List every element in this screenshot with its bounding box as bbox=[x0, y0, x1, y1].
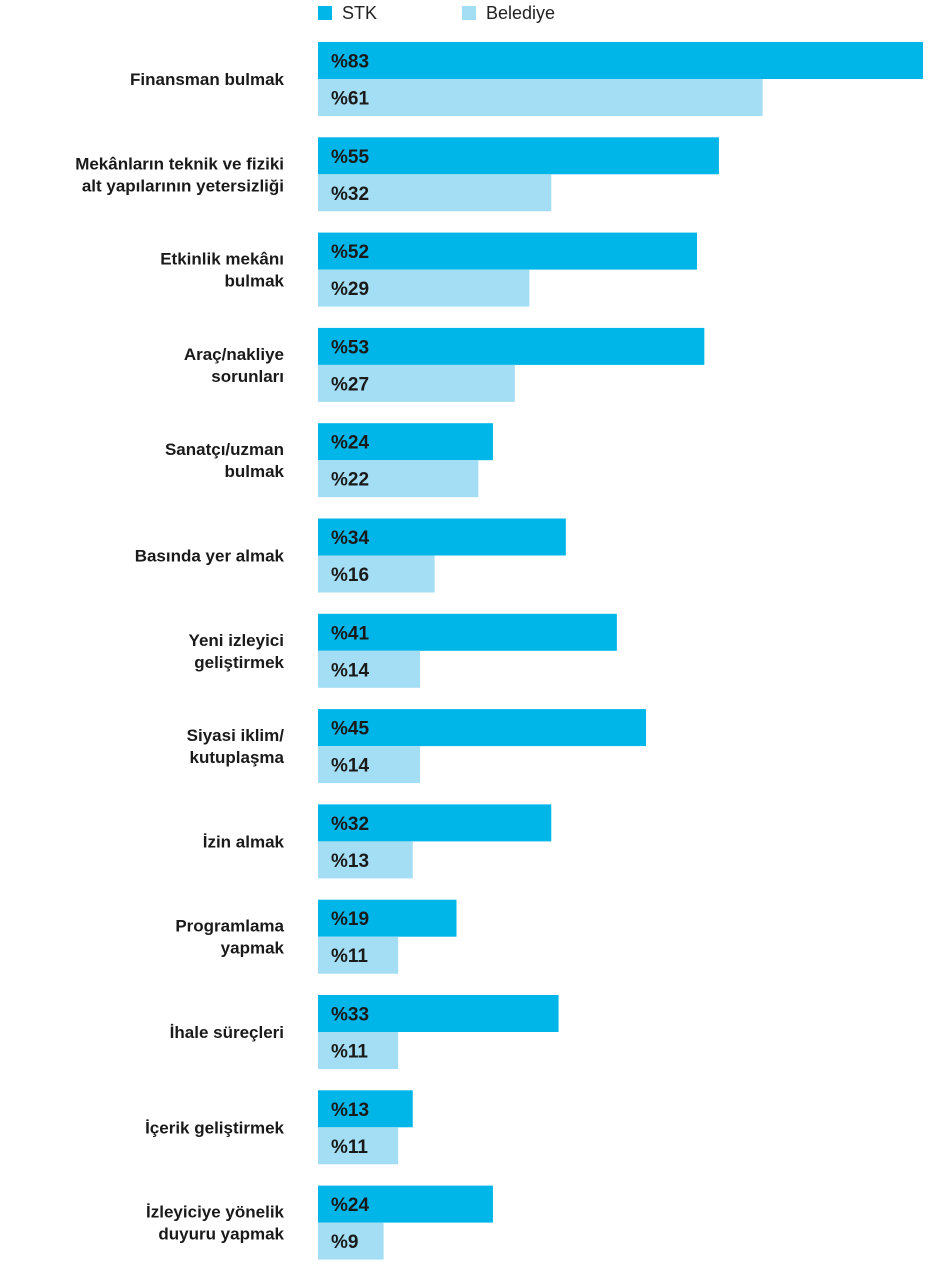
bar-value-label: %16 bbox=[331, 565, 369, 586]
bar-stk bbox=[318, 995, 559, 1032]
category-label: Finansman bulmak bbox=[130, 70, 285, 89]
bar-value-label: %53 bbox=[331, 337, 369, 358]
bar-belediye bbox=[318, 174, 552, 212]
bar-value-label: %13 bbox=[331, 1100, 369, 1121]
category-label: kutuplaşma bbox=[190, 748, 285, 767]
bar-stk bbox=[318, 42, 923, 79]
bar-stk bbox=[318, 709, 647, 747]
bar-value-label: %9 bbox=[331, 1232, 358, 1253]
bar-value-label: %33 bbox=[331, 1005, 369, 1026]
legend-label-belediye: Belediye bbox=[486, 3, 555, 23]
bar-value-label: %61 bbox=[331, 89, 369, 110]
bar-belediye bbox=[318, 555, 435, 593]
bar-value-label: %13 bbox=[331, 851, 369, 872]
category-label: Programlama bbox=[175, 917, 284, 936]
legend: STK Belediye bbox=[318, 3, 555, 23]
category-label: bulmak bbox=[224, 272, 284, 291]
category-label: İçerik geliştirmek bbox=[145, 1118, 284, 1137]
category-label: duyuru yapmak bbox=[158, 1225, 284, 1244]
bar-belediye bbox=[318, 1222, 384, 1260]
bar-belediye bbox=[318, 460, 479, 498]
bar-belediye bbox=[318, 79, 763, 116]
bar-group: %32 %13 İzin almak bbox=[203, 804, 552, 879]
category-label: Siyasi iklim/ bbox=[187, 726, 285, 745]
bar-value-label: %55 bbox=[331, 147, 369, 168]
bar-value-label: %14 bbox=[331, 660, 369, 681]
bar-value-label: %19 bbox=[331, 909, 369, 930]
bar-stk bbox=[318, 232, 698, 270]
category-label: geliştirmek bbox=[194, 653, 284, 672]
bar-belediye bbox=[318, 269, 530, 307]
bar-group: %52 %29 Etkinlik mekânı bulmak bbox=[160, 232, 698, 307]
category-label: alt yapılarının yetersizliği bbox=[82, 176, 284, 195]
bar-group: %83 %61 Finansman bulmak bbox=[130, 42, 923, 116]
category-label: İhale süreçleri bbox=[170, 1023, 284, 1042]
bar-group: %24 %22 Sanatçı/uzman bulmak bbox=[165, 423, 493, 498]
bar-value-label: %29 bbox=[331, 279, 369, 300]
bar-belediye bbox=[318, 936, 399, 974]
category-label: yapmak bbox=[221, 939, 285, 958]
category-label: İzin almak bbox=[203, 832, 285, 851]
bar-group: %33 %11 İhale süreçleri bbox=[170, 995, 559, 1069]
bar-belediye bbox=[318, 364, 515, 402]
bar-group: %34 %16 Basında yer almak bbox=[135, 518, 566, 593]
bar-stk bbox=[318, 899, 457, 937]
category-label: Sanatçı/uzman bbox=[165, 440, 284, 459]
bar-group: %41 %14 Yeni izleyici geliştirmek bbox=[189, 613, 617, 688]
category-label: Etkinlik mekânı bbox=[160, 250, 284, 269]
bar-value-label: %14 bbox=[331, 756, 369, 777]
bar-group: %55 %32 Mekânların teknik ve fiziki alt yap… bbox=[75, 137, 719, 212]
bar-group: %45 %14 Siyasi iklim/kutuplaşma bbox=[187, 709, 647, 784]
legend-label-stk: STK bbox=[342, 3, 377, 23]
bar-value-label: %11 bbox=[331, 1042, 368, 1063]
bar-value-label: %24 bbox=[331, 1195, 369, 1216]
bar-value-label: %45 bbox=[331, 719, 369, 740]
bar-stk bbox=[318, 613, 617, 651]
bar-group: %19 %11 Programlama yapmak bbox=[175, 899, 457, 974]
category-label: Yeni izleyici bbox=[189, 631, 284, 650]
bar-belediye bbox=[318, 1127, 399, 1165]
bar-belediye bbox=[318, 650, 421, 688]
legend-swatch-belediye bbox=[462, 6, 476, 20]
bar-value-label: %11 bbox=[331, 1137, 368, 1158]
bar-value-label: %32 bbox=[331, 814, 369, 835]
bar-belediye bbox=[318, 1032, 399, 1069]
category-label: İzleyiciye yönelik bbox=[146, 1203, 285, 1222]
bar-value-label: %24 bbox=[331, 433, 369, 454]
bar-value-label: %83 bbox=[331, 52, 369, 73]
category-label: Mekânların teknik ve fiziki bbox=[75, 154, 284, 173]
bar-stk bbox=[318, 1185, 493, 1223]
bar-stk bbox=[318, 518, 566, 556]
bar-value-label: %41 bbox=[331, 623, 369, 644]
bar-value-label: %34 bbox=[331, 528, 369, 549]
plot-area: %83 %61 Finansman bulmak %55 %32 Mekânların t… bbox=[75, 42, 923, 1260]
bar-group: %24 %9 İzleyiciye yönelik duyuru yapmak bbox=[146, 1185, 493, 1260]
legend-swatch-stk bbox=[318, 6, 332, 20]
bar-value-label: %32 bbox=[331, 184, 369, 205]
bar-value-label: %27 bbox=[331, 374, 369, 395]
bar-belediye bbox=[318, 841, 413, 879]
bar-value-label: %52 bbox=[331, 242, 369, 263]
bar-stk bbox=[318, 423, 493, 461]
bar-stk bbox=[318, 137, 719, 175]
category-label: sorunları bbox=[211, 367, 284, 386]
bar-value-label: %11 bbox=[331, 946, 368, 967]
bar-stk bbox=[318, 327, 705, 365]
bar-value-label: %22 bbox=[331, 470, 369, 491]
category-label: Basında yer almak bbox=[135, 547, 285, 566]
bar-stk bbox=[318, 804, 552, 842]
bar-group: %53 %27 Araç/nakliye sorunları bbox=[184, 327, 705, 402]
category-label: Araç/nakliye bbox=[184, 345, 284, 364]
bar-group: %13 %11 İçerik geliştirmek bbox=[145, 1090, 413, 1165]
bar-stk bbox=[318, 1090, 413, 1128]
category-label: bulmak bbox=[224, 462, 284, 481]
bar-belediye bbox=[318, 746, 421, 784]
